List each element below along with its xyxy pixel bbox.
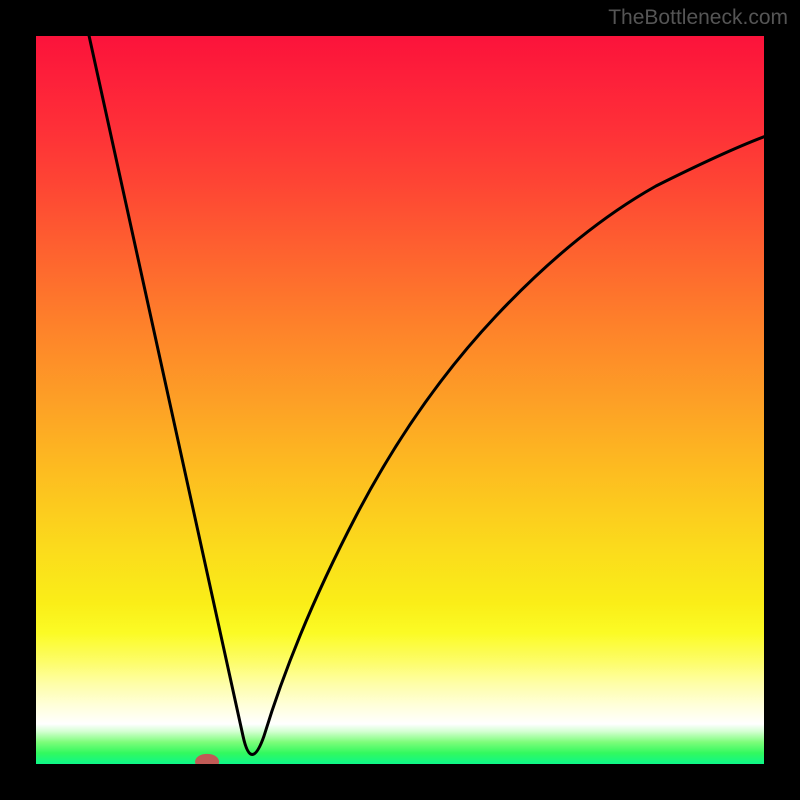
gradient-background (36, 36, 764, 764)
chart-svg (36, 36, 764, 764)
chart-plot-area (36, 36, 764, 764)
watermark-text: TheBottleneck.com (608, 6, 788, 30)
